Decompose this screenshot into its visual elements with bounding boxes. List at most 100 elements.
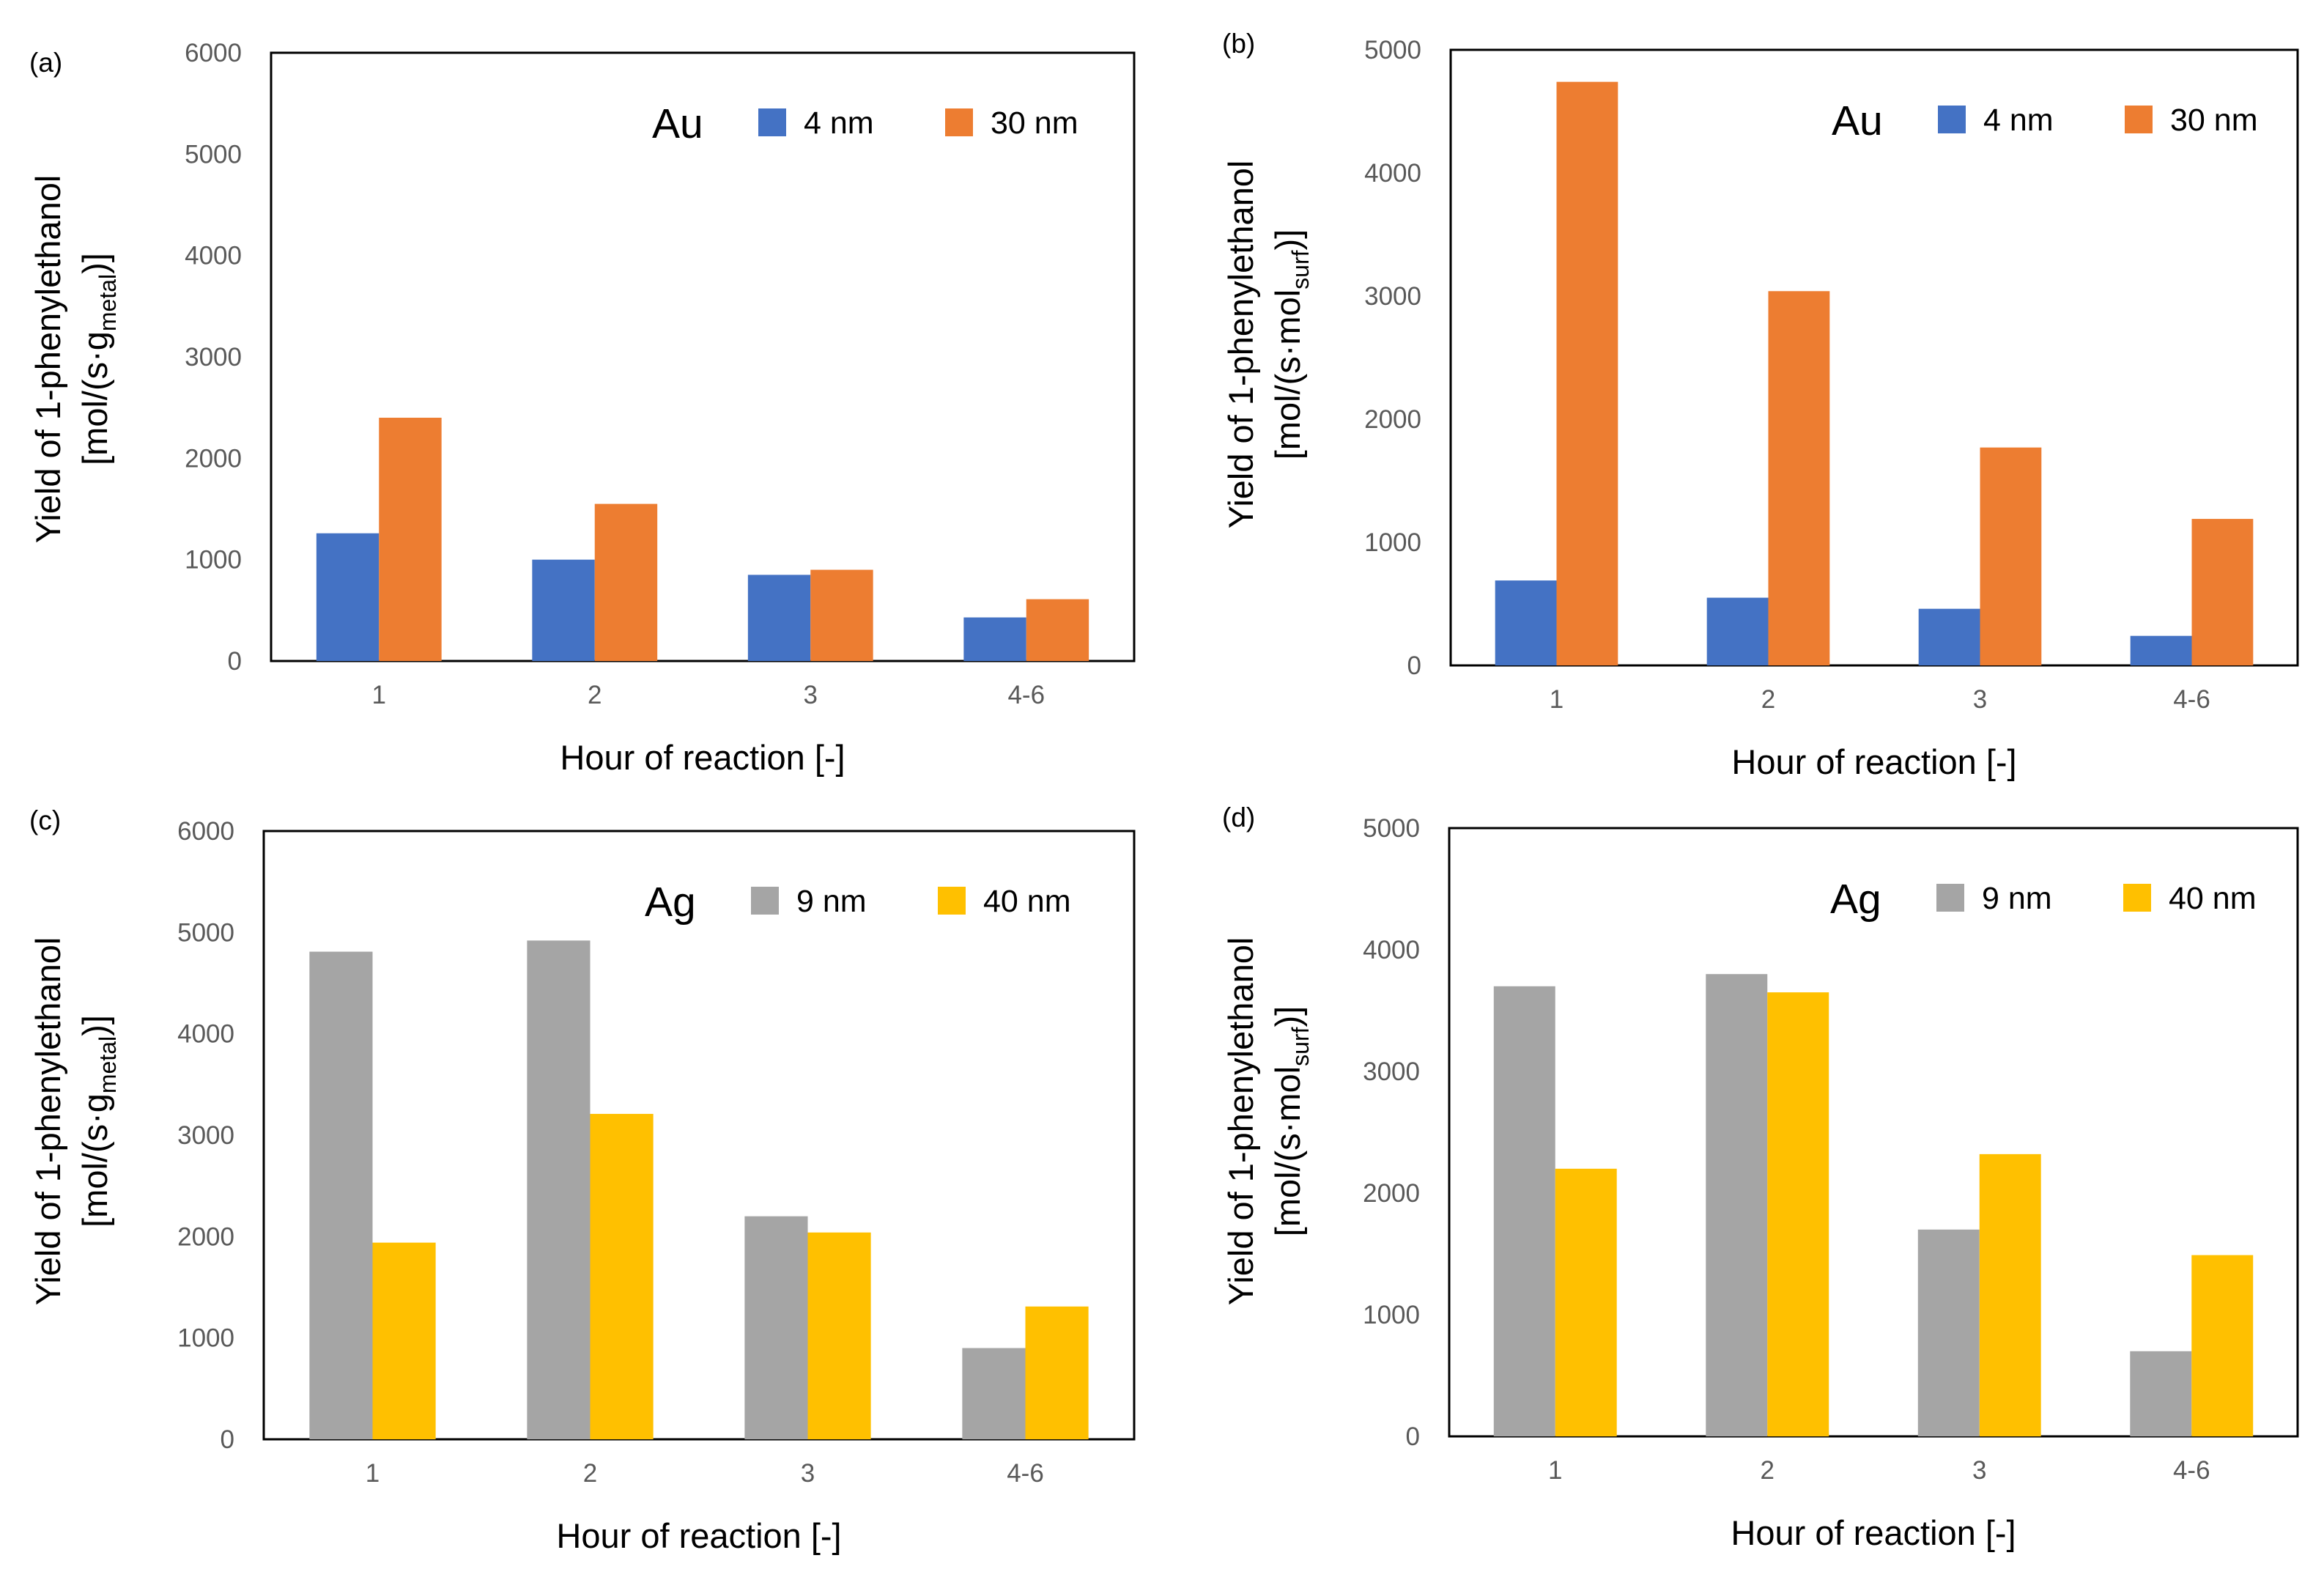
legend-label: 9 nm: [796, 884, 867, 919]
metal-label: Ag: [645, 879, 696, 926]
x-tick-label: 1: [1550, 685, 1563, 714]
y-tick-label: 4000: [177, 1020, 234, 1049]
x-tick-label: 3: [804, 681, 818, 709]
bar-9nm-1: [309, 951, 373, 1439]
bar-4nm-1: [316, 533, 380, 661]
y-axis-label-line1: Yield of 1-phenylethanol: [29, 937, 67, 1306]
y-tick-label: 2000: [1363, 1179, 1420, 1208]
chart-panel-2: 0 1000 2000 3000 4000 5000 6000 1 2 3 4-6 Hour of r…: [29, 805, 1136, 1555]
y-axis-label-subscript: surf: [1287, 250, 1314, 289]
legend-swatch: [1936, 884, 1964, 912]
bar-30nm-4-6: [2191, 519, 2254, 665]
bar-30nm-1: [1556, 81, 1618, 666]
bar-9nm-2: [1706, 974, 1768, 1436]
bar-40nm-3: [807, 1232, 871, 1439]
y-tick-label: 6000: [177, 817, 234, 846]
legend-swatch: [2123, 884, 2151, 912]
bar-4nm-2: [532, 559, 595, 661]
metal-label: Au: [652, 100, 703, 147]
legend-swatch: [945, 108, 973, 136]
legend-label: 40 nm: [983, 884, 1071, 919]
y-tick-label: 3000: [177, 1121, 234, 1150]
y-axis-label: Yield of 1-phenylethanol [mol/(s·molsurf)…: [1221, 160, 1314, 529]
y-tick-label: 5000: [177, 918, 234, 947]
bar-4nm-3: [1918, 608, 1980, 665]
y-tick-label: 3000: [1363, 1057, 1420, 1086]
x-axis-label: Hour of reaction [-]: [560, 738, 845, 777]
y-tick-label: 2000: [1364, 405, 1421, 434]
y-axis-label-suffix: )]: [1268, 1006, 1307, 1027]
bar-9nm-3: [744, 1216, 808, 1439]
plot-frame: [270, 51, 1136, 662]
x-tick-label: 1: [1548, 1456, 1562, 1485]
y-tick-label: 2000: [177, 1222, 234, 1251]
x-tick-label: 2: [1761, 1456, 1775, 1485]
legend-label: 40 nm: [2169, 881, 2257, 916]
x-tick-label: 1: [372, 681, 386, 709]
x-tick-label: 4-6: [2173, 1456, 2210, 1485]
y-tick-label: 0: [228, 647, 242, 676]
legend-label: 30 nm: [991, 106, 1078, 141]
bar-4nm-1: [1495, 580, 1557, 665]
y-tick-label: 5000: [1363, 814, 1420, 843]
x-axis-label: Hour of reaction [-]: [1731, 1513, 2016, 1552]
y-tick-label: 0: [221, 1425, 234, 1454]
bar-9nm-4-6: [2130, 1351, 2192, 1436]
legend-label: 4 nm: [1983, 103, 2054, 138]
plot-frame: [262, 830, 1136, 1441]
bar-4nm-2: [1706, 597, 1769, 665]
chart-panel-1: 0 1000 2000 3000 4000 5000 1 2 3 4-6 Hour of react…: [1221, 29, 2299, 781]
chart-panel-3: 0 1000 2000 3000 4000 5000 1 2 3 4-6 Hour of react…: [1221, 802, 2299, 1552]
y-tick-label: 3000: [185, 343, 242, 372]
bar-30nm-3: [1980, 447, 2042, 665]
bar-9nm-2: [527, 940, 591, 1439]
y-tick-label: 1000: [1364, 528, 1421, 557]
bar-30nm-1: [379, 418, 442, 661]
bar-40nm-2: [590, 1113, 654, 1439]
panel-label: (b): [1222, 29, 1255, 59]
bar-4nm-4-6: [963, 617, 1026, 661]
legend-swatch: [1938, 106, 1966, 133]
bar-4nm-4-6: [2130, 635, 2192, 665]
panel-label: (c): [29, 805, 61, 835]
y-axis-label-line2: [mol/(s·mol: [1268, 289, 1307, 459]
y-tick-label: 4000: [1363, 936, 1420, 964]
y-tick-label: 0: [1407, 651, 1421, 680]
y-axis-label-suffix: )]: [75, 1015, 114, 1036]
x-tick-label: 3: [801, 1459, 815, 1488]
y-tick-label: 1000: [1363, 1301, 1420, 1329]
y-tick-label: 2000: [185, 444, 242, 473]
x-tick-label: 4-6: [1007, 681, 1045, 709]
y-axis-label-line1: Yield of 1-phenylethanol: [1221, 937, 1260, 1306]
y-axis-label: Yield of 1-phenylethanol [mol/(s·molsurf)…: [1221, 937, 1314, 1306]
x-axis-label: Hour of reaction [-]: [1731, 742, 2016, 781]
x-tick-label: 4-6: [2173, 685, 2210, 714]
legend-swatch: [758, 108, 786, 136]
x-tick-label: 2: [1761, 685, 1775, 714]
y-tick-label: 4000: [1364, 159, 1421, 188]
y-axis-label-subscript: surf: [1287, 1027, 1314, 1066]
y-axis-label-subscript: metal: [95, 1036, 121, 1093]
y-axis-label-line2: [mol/(s·g: [75, 331, 114, 465]
bar-40nm-4-6: [1025, 1306, 1089, 1439]
bar-40nm-1: [372, 1242, 436, 1439]
plot-frame: [1448, 827, 2299, 1438]
bar-30nm-2: [1768, 291, 1830, 665]
y-tick-label: 6000: [185, 39, 242, 67]
legend-swatch: [938, 887, 966, 915]
bar-40nm-2: [1767, 992, 1829, 1436]
x-tick-label: 1: [366, 1459, 380, 1488]
metal-label: Ag: [1830, 876, 1881, 923]
bar-40nm-1: [1555, 1168, 1617, 1436]
chart-panel-0: 0 1000 2000 3000 4000 5000 6000 1 2 3 4-6 Hour of r…: [29, 39, 1136, 777]
y-tick-label: 4000: [185, 242, 242, 270]
y-tick-label: 3000: [1364, 282, 1421, 311]
y-tick-label: 1000: [177, 1324, 234, 1353]
y-tick-label: 0: [1406, 1422, 1420, 1451]
legend-label: 4 nm: [804, 106, 874, 141]
legend-label: 9 nm: [1982, 881, 2052, 916]
x-tick-label: 3: [1973, 685, 1987, 714]
y-axis-label: Yield of 1-phenylethanol [mol/(s·gmetal)]: [29, 175, 121, 544]
y-axis-label: Yield of 1-phenylethanol [mol/(s·gmetal)]: [29, 937, 121, 1306]
